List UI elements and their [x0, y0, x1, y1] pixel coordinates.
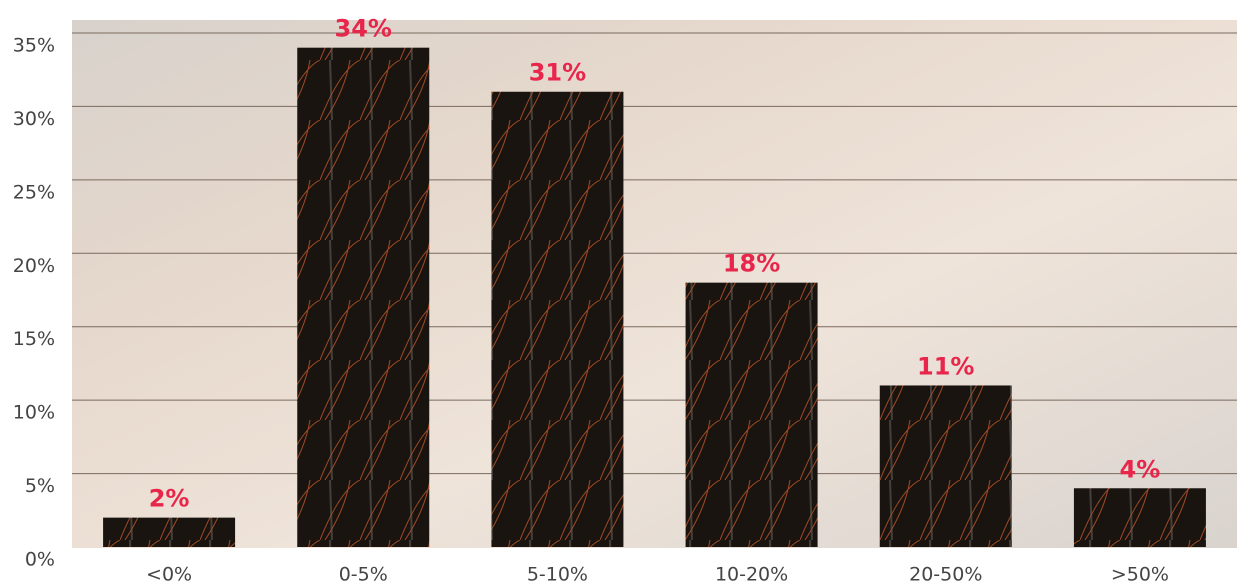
bar — [685, 282, 818, 547]
value-label: 31% — [529, 59, 586, 87]
value-label: 34% — [335, 15, 392, 43]
y-tick-label: 30% — [13, 108, 55, 130]
value-label: 11% — [917, 352, 974, 380]
y-tick-label: 5% — [25, 475, 55, 497]
value-label: 18% — [723, 250, 780, 278]
x-tick-label: 0-5% — [339, 564, 388, 586]
y-tick-label: 10% — [13, 402, 55, 424]
plot-background — [72, 20, 1237, 548]
bar — [297, 47, 430, 547]
x-tick-label: 20-50% — [909, 564, 982, 586]
y-tick-label: 25% — [13, 181, 55, 203]
x-tick-label: <0% — [146, 564, 192, 586]
x-tick-label: 5-10% — [527, 564, 588, 586]
y-tick-label: 35% — [13, 35, 55, 57]
x-tick-label: 10-20% — [715, 564, 788, 586]
x-tick-label: >50% — [1111, 564, 1169, 586]
bar — [879, 385, 1012, 547]
value-label: 2% — [149, 485, 190, 513]
y-tick-label: 15% — [13, 328, 55, 350]
y-tick-label: 20% — [13, 255, 55, 277]
bar — [491, 91, 624, 547]
bar — [103, 517, 236, 547]
bar — [1073, 488, 1206, 547]
y-tick-label: 0% — [25, 549, 55, 571]
value-label: 4% — [1120, 455, 1161, 483]
